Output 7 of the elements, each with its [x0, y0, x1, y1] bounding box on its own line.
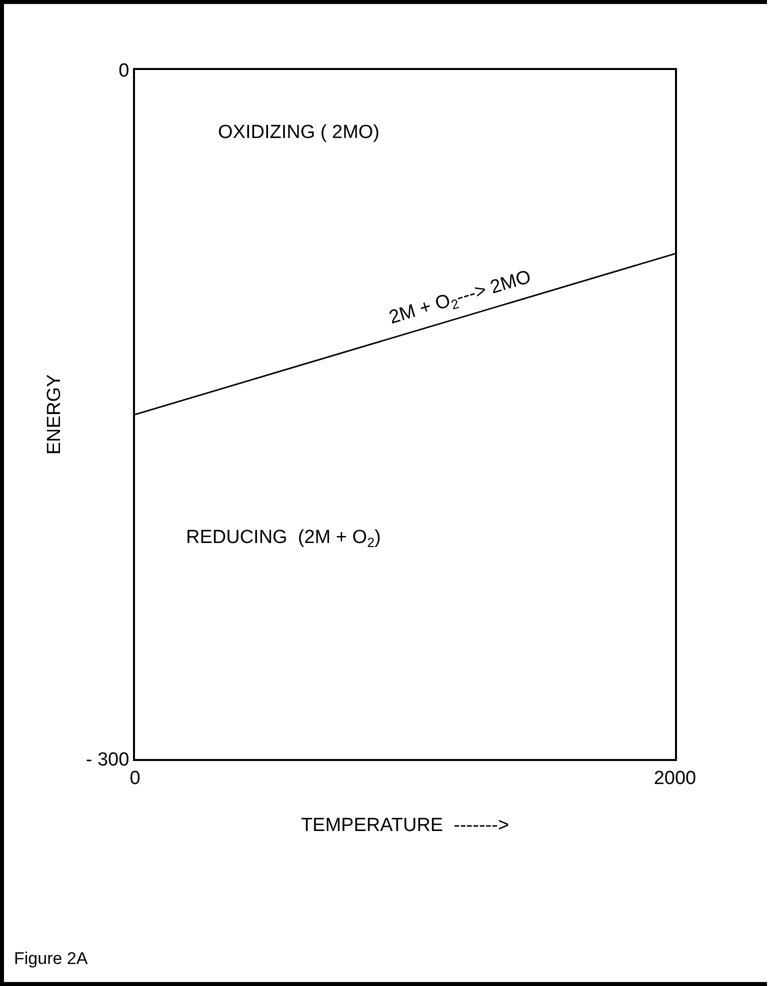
x-tick-label: 2000	[654, 768, 696, 789]
y-axis-title: ENERGY	[44, 374, 66, 455]
y-tick-label: - 300	[86, 750, 130, 771]
annotation: OXIDIZING ( 2MO)	[218, 122, 380, 143]
x-axis-title: TEMPERATURE ------->	[300, 815, 510, 836]
annotation: REDUCING (2M + O$_{2}$)	[186, 527, 381, 550]
caption: Figure 2A	[14, 949, 88, 968]
